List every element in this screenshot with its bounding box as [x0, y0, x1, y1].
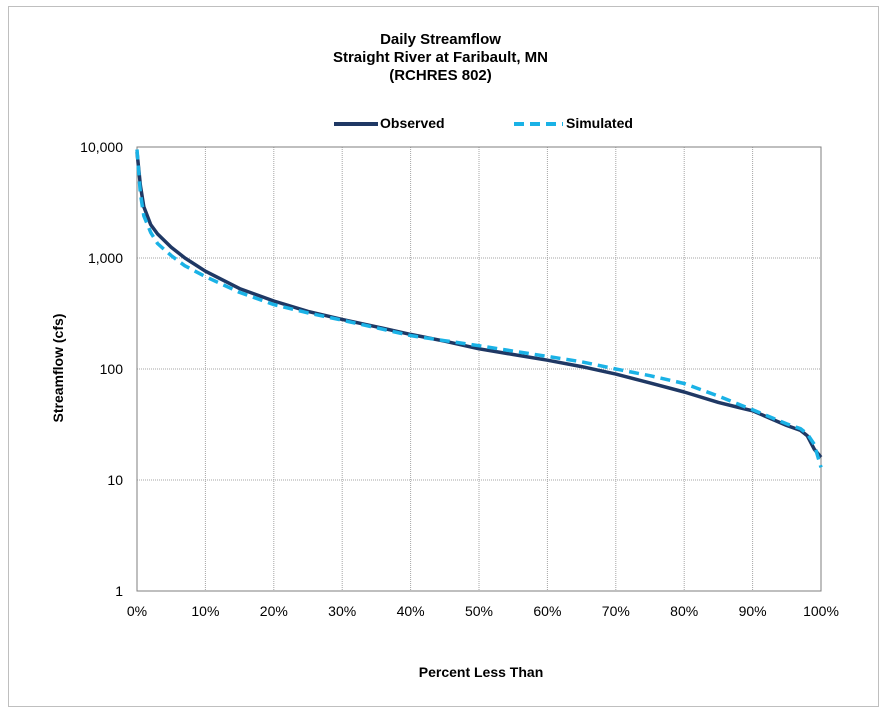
x-tick-label: 20% [260, 603, 288, 619]
chart-title-line-2: Straight River at Faribault, MN [332, 49, 549, 66]
x-tick-label: 100% [803, 603, 839, 619]
y-axis-label: Streamflow (cfs) [50, 313, 66, 423]
y-tick-label: 10 [107, 472, 123, 488]
y-tick-label: 1 [115, 583, 123, 599]
x-tick-label: 50% [465, 603, 493, 619]
chart-title-line-3: (RCHRES 802) [389, 67, 492, 84]
chart-frame [8, 6, 879, 707]
legend-label-observed: Observed [380, 115, 445, 131]
x-tick-label: 70% [602, 603, 630, 619]
x-tick-label: 30% [328, 603, 356, 619]
y-tick-label: 100 [100, 361, 124, 377]
tick-labels: 0% 10% 20% 30% 40% 50% 60% 70% 80% 90% 100% 1 10 100 1… [80, 139, 839, 619]
x-tick-label: 80% [670, 603, 698, 619]
y-tick-label: 10,000 [80, 139, 123, 155]
x-tick-label: 40% [397, 603, 425, 619]
series-group [135, 149, 823, 468]
legend-label-simulated: Simulated [566, 115, 633, 131]
y-tick-label: 1,000 [88, 250, 123, 266]
chart-title-line-1: Daily Streamflow [380, 31, 501, 48]
grid [137, 147, 821, 591]
x-tick-label: 0% [127, 603, 147, 619]
x-tick-label: 60% [533, 603, 561, 619]
x-tick-label: 90% [739, 603, 767, 619]
series-line-simulated [135, 149, 823, 468]
plot-area-border [136, 146, 822, 592]
x-tick-label: 10% [191, 603, 219, 619]
x-axis-label: Percent Less Than [418, 664, 544, 680]
